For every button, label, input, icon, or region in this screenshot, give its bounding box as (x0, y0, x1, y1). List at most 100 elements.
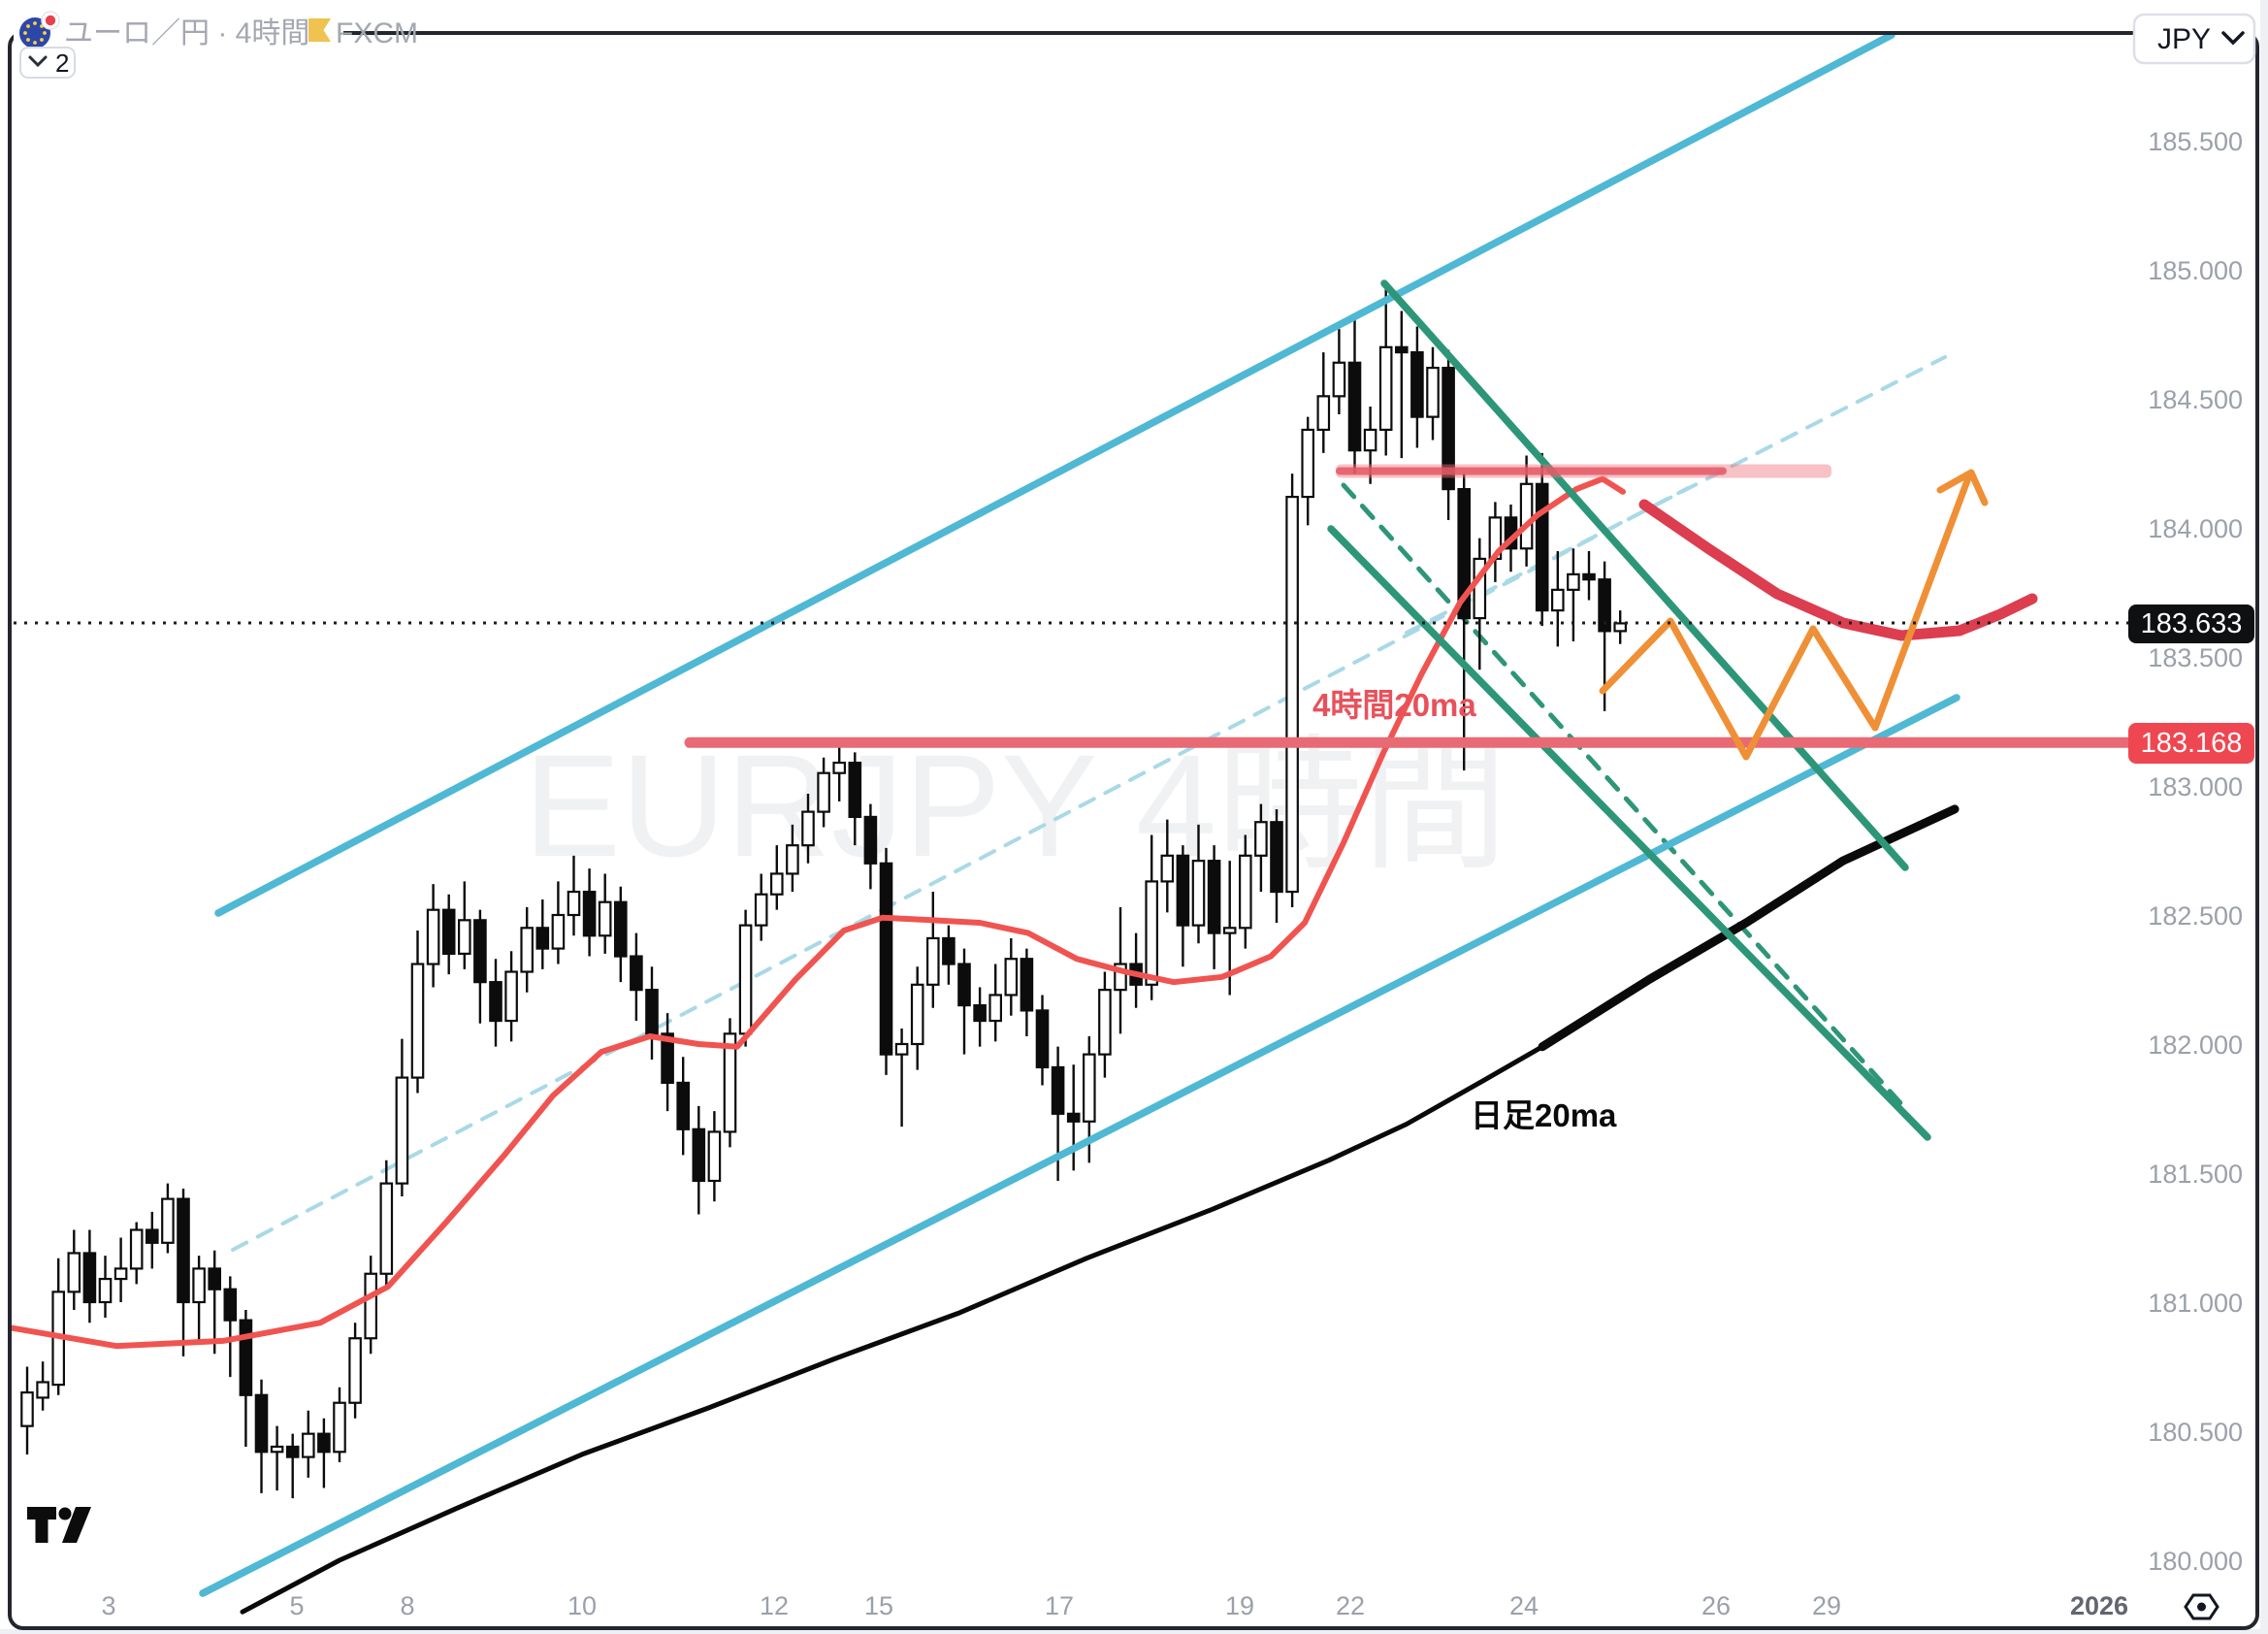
candle-body-up (910, 983, 924, 1046)
candle-body-up (458, 919, 471, 956)
candle-body-down (146, 1228, 159, 1244)
candle (395, 1038, 409, 1196)
candle-body-down (1394, 345, 1409, 354)
candle (98, 1256, 113, 1318)
candle (129, 1222, 144, 1285)
interval-badge-button[interactable]: 2 (19, 47, 76, 79)
candle (254, 1379, 269, 1493)
candle (302, 1410, 315, 1478)
red-ma-projection[interactable] (1638, 499, 2038, 641)
chart-frame-border (8, 31, 2259, 1630)
candle (1410, 326, 1424, 448)
candle (426, 884, 440, 988)
candle (270, 1425, 284, 1491)
candle (1066, 1064, 1081, 1171)
candle (723, 1018, 737, 1148)
candle-body-up (707, 1130, 722, 1183)
candle-body-up (1567, 572, 1580, 591)
price-tick-label: 181.000 (2148, 1289, 2243, 1318)
candle (676, 1057, 690, 1156)
candle (817, 757, 830, 828)
time-scale[interactable]: 3 5 8 10 12 15 17 19 22 24 26 29 2026 (101, 1591, 2128, 1620)
candle-body-up (786, 844, 799, 875)
candle-body-down (223, 1288, 238, 1322)
orange-price-path[interactable] (1599, 472, 1973, 761)
candle (1457, 474, 1471, 771)
candle (504, 951, 518, 1042)
time-tick-label: 2026 (2070, 1591, 2128, 1620)
descending-channel-median-dashed[interactable] (1341, 482, 1906, 1109)
bookmark-flag-icon[interactable] (308, 18, 331, 42)
price-tick-label: 185.500 (2148, 127, 2243, 156)
candle (410, 930, 425, 1094)
ascending-channel-lower[interactable] (199, 694, 1960, 1597)
ascending-median-dashed-1[interactable] (231, 486, 1690, 1252)
candle (1347, 318, 1362, 474)
candle-body-down (676, 1081, 690, 1130)
candle-body-down (863, 815, 878, 865)
candle (1207, 845, 1221, 969)
timezone-eye-icon[interactable] (2184, 1593, 2219, 1620)
candle-body-down (1535, 482, 1549, 612)
candle (863, 803, 878, 890)
candle (1442, 349, 1455, 521)
candle (1285, 474, 1299, 908)
time-tick-label: 12 (760, 1591, 789, 1620)
candle (473, 909, 487, 1024)
descending-channel-lower[interactable] (1327, 525, 1931, 1141)
candle (458, 881, 471, 969)
ascending-channel-upper[interactable] (214, 31, 1895, 917)
symbol-title[interactable]: ユーロ／円 · 4時間 · FXCM (64, 17, 418, 49)
candle (1145, 834, 1158, 1000)
price-tick-label: 185.000 (2148, 256, 2243, 285)
candle-body-up (270, 1445, 284, 1454)
candle-body-up (1098, 989, 1112, 1056)
candle (1535, 452, 1549, 627)
tradingview-logo[interactable] (27, 1507, 91, 1543)
ascending-median-dashed-2[interactable] (1405, 355, 1947, 635)
candle (832, 744, 846, 801)
candle-body-up (1285, 495, 1299, 894)
time-tick-label: 19 (1225, 1591, 1254, 1620)
candle (769, 845, 784, 910)
time-tick-label: 17 (1045, 1591, 1074, 1620)
candle (192, 1256, 206, 1344)
candle-body-up (1519, 482, 1534, 550)
candle (161, 1183, 175, 1254)
candle-body-up (1082, 1053, 1096, 1123)
price-tick-label: 184.500 (2148, 385, 2243, 414)
candle-body-up (364, 1272, 377, 1340)
candle-body-down (1442, 366, 1455, 491)
candle (925, 892, 940, 1008)
candle-body-up (567, 890, 581, 917)
candle-body-up (161, 1197, 175, 1244)
currency-dropdown[interactable]: JPY (2132, 13, 2256, 65)
candle-body-down (1598, 578, 1611, 633)
price-tick-label: 183.500 (2148, 643, 2243, 672)
alert-price-label[interactable]: 183.168 (2128, 723, 2254, 764)
candle-body-down (879, 862, 893, 1056)
candle (1020, 948, 1034, 1037)
price-tick-label: 184.000 (2148, 514, 2243, 543)
symbol-legend[interactable]: ユーロ／円 · 4時間 · FXCM (14, 11, 418, 52)
chevron-down-icon (28, 55, 48, 68)
candle-body-up (67, 1252, 81, 1293)
candle-body-down (208, 1267, 221, 1291)
candle (801, 793, 815, 864)
time-tick-label: 10 (567, 1591, 597, 1620)
candle (223, 1276, 238, 1378)
current-price-value: 183.633 (2141, 608, 2243, 639)
price-tick-label: 180.000 (2148, 1547, 2243, 1576)
descending-channel-upper[interactable] (1380, 279, 1909, 871)
candle (535, 899, 550, 969)
candle-body-down (82, 1252, 97, 1304)
candle-body-up (410, 963, 425, 1079)
candle (67, 1229, 81, 1310)
candle (146, 1211, 159, 1269)
candle-body-down (535, 927, 550, 950)
candle-body-down (582, 890, 597, 937)
price-scale[interactable]: 185.500 185.000 184.500 184.000 183.500 183.0… (2148, 127, 2243, 1576)
candle-body-down (1020, 958, 1034, 1012)
